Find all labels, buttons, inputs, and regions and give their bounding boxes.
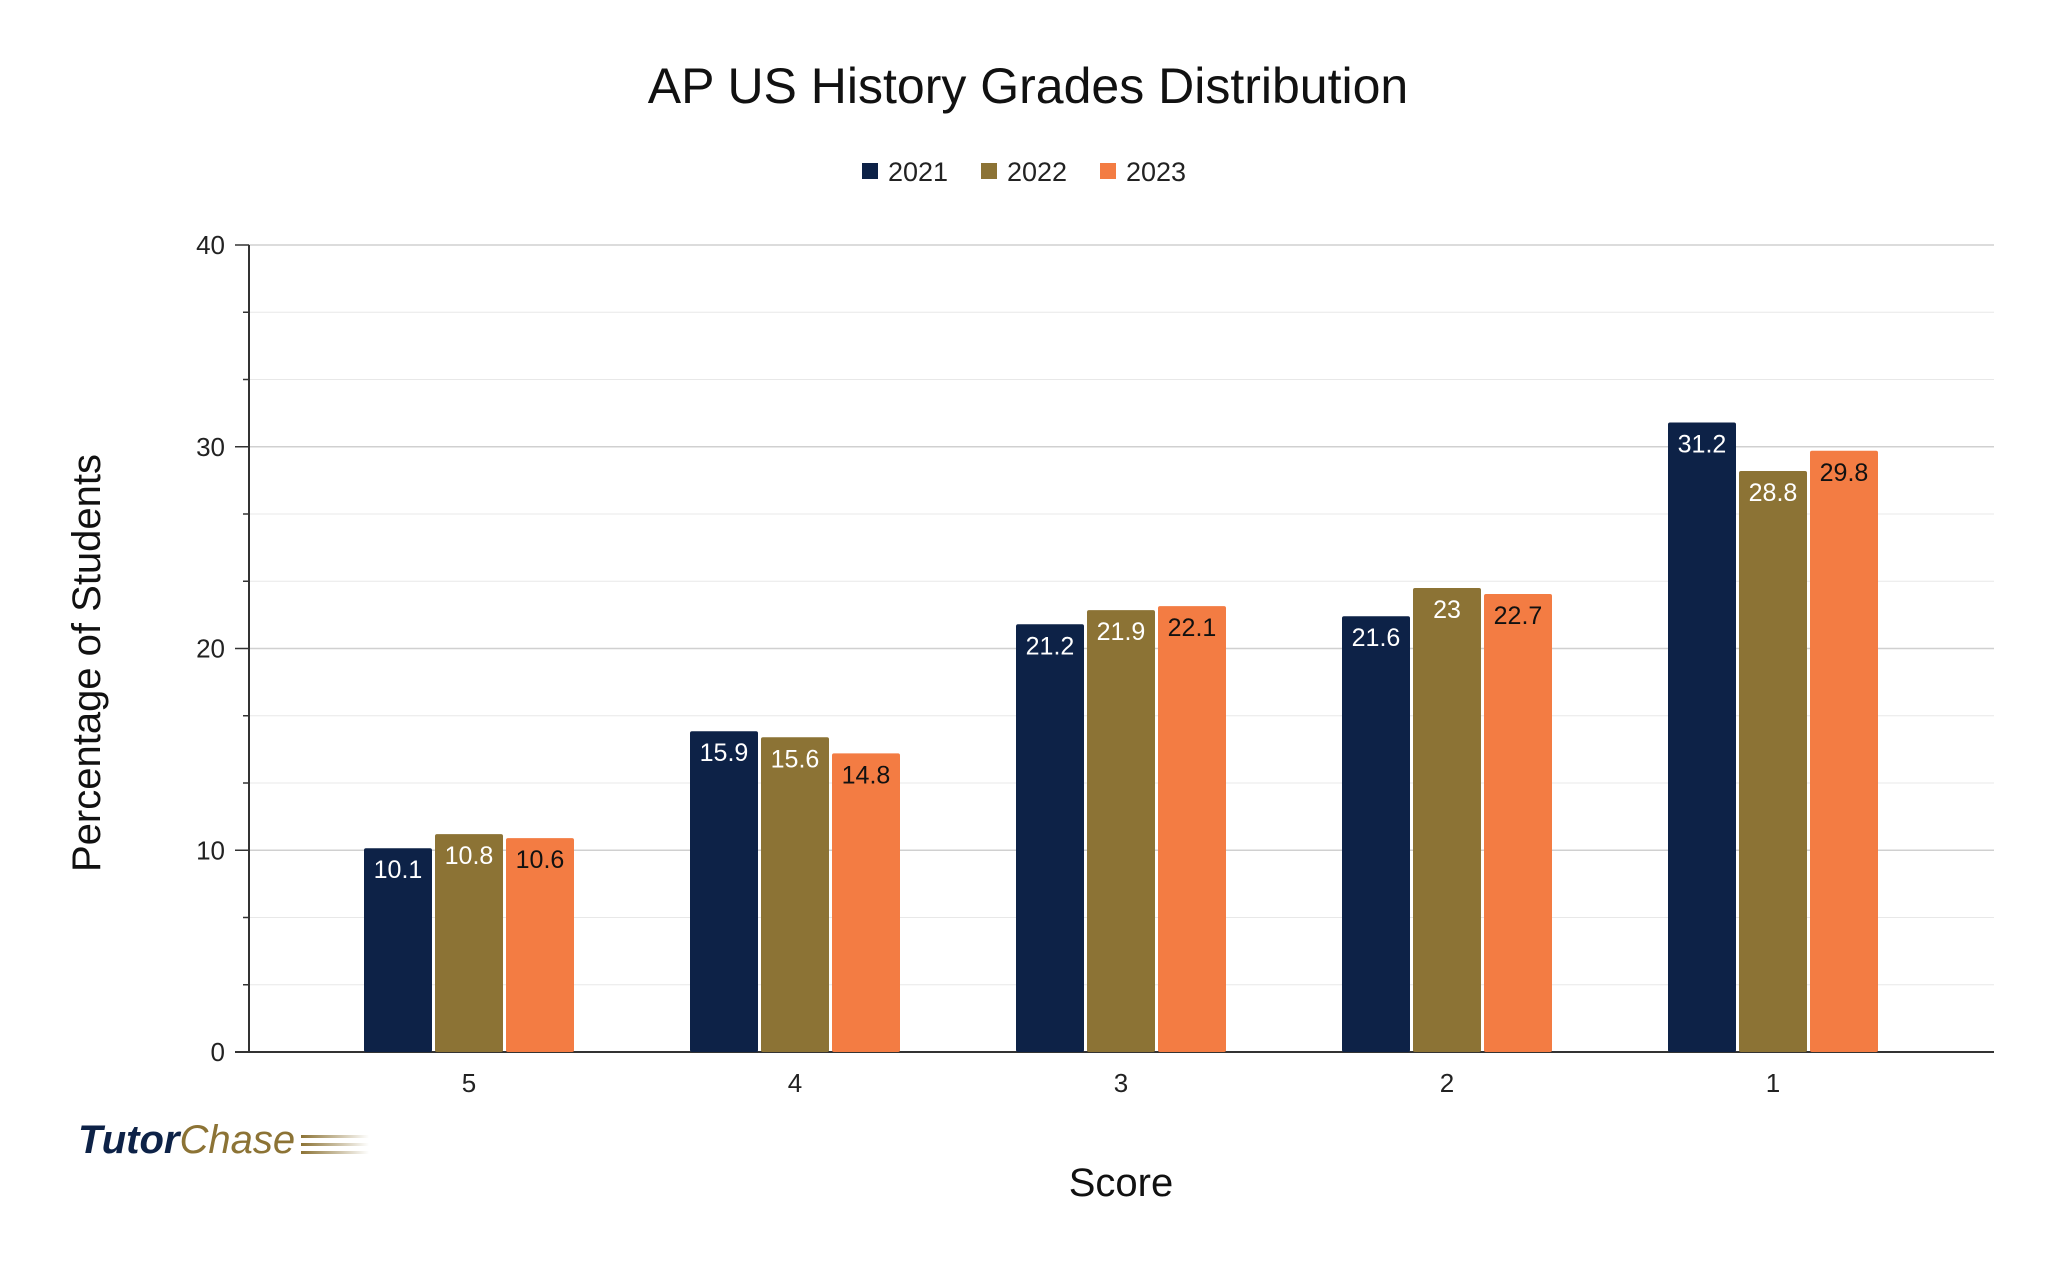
- data-label: 15.6: [771, 745, 820, 773]
- data-label: 22.7: [1494, 602, 1543, 630]
- x-tick-label: 5: [462, 1068, 476, 1098]
- bar-2022-2: [1413, 587, 1481, 1052]
- legend-swatch-2022: [981, 163, 997, 179]
- y-tick-label: 40: [196, 230, 225, 260]
- data-label: 21.9: [1097, 618, 1146, 646]
- bar-2023-4: [832, 753, 900, 1052]
- data-label: 10.1: [374, 856, 423, 884]
- data-label: 22.1: [1168, 614, 1217, 642]
- legend-swatch-2023: [1100, 163, 1116, 179]
- data-label: 10.8: [445, 842, 494, 870]
- tutorchase-logo: Tutor Chase: [78, 1118, 370, 1163]
- y-tick-label: 20: [196, 634, 225, 664]
- data-label: 21.2: [1026, 632, 1075, 660]
- data-label: 29.8: [1820, 459, 1869, 487]
- data-label: 31.2: [1678, 431, 1727, 459]
- x-tick-label: 1: [1766, 1068, 1780, 1098]
- legend-label-2022: 2022: [1007, 157, 1067, 187]
- data-label: 10.6: [516, 846, 565, 874]
- data-label: 21.6: [1352, 624, 1401, 652]
- data-label: 28.8: [1749, 479, 1798, 507]
- bar-2021-5: [364, 848, 432, 1052]
- bar-2023-1: [1810, 450, 1878, 1052]
- y-axis-label: Percentage of Students: [65, 454, 109, 872]
- legend-swatch-2021: [862, 163, 878, 179]
- y-tick-label: 0: [211, 1037, 225, 1067]
- bar-2021-4: [690, 731, 758, 1052]
- x-tick-label: 2: [1440, 1068, 1454, 1098]
- legend-label-2023: 2023: [1126, 157, 1186, 187]
- data-label: 14.8: [842, 761, 891, 789]
- logo-text-tutor: Tutor: [78, 1118, 180, 1162]
- bar-2022-5: [435, 834, 503, 1052]
- bar-2021-2: [1342, 616, 1410, 1052]
- bars: 10.1 15.9 21.2 21.6 31.2 10.8 15.6 21.9 23 28.8 10…: [364, 422, 1878, 1053]
- logo-text-chase: Chase: [179, 1118, 296, 1162]
- x-axis-label: Score: [1069, 1161, 1174, 1205]
- data-label: 23: [1433, 596, 1461, 624]
- x-tick-label: 4: [788, 1068, 802, 1098]
- legend-label-2021: 2021: [888, 157, 948, 187]
- y-tick-label: 10: [196, 835, 225, 865]
- speed-lines-icon: [301, 1135, 370, 1154]
- x-tick-label: 3: [1114, 1068, 1128, 1098]
- bar-2021-1: [1668, 422, 1736, 1052]
- bar-2022-3: [1087, 610, 1155, 1052]
- bar-2023-2: [1484, 594, 1552, 1052]
- legend: 2021 2022 2023: [862, 157, 1186, 187]
- data-label: 15.9: [700, 739, 749, 767]
- bar-2023-3: [1158, 606, 1226, 1052]
- bar-2022-4: [761, 737, 829, 1052]
- bar-2021-3: [1016, 624, 1084, 1052]
- bar-2023-5: [506, 838, 574, 1052]
- y-tick-label: 30: [196, 432, 225, 462]
- bar-2022-1: [1739, 470, 1807, 1053]
- chart-title: AP US History Grades Distribution: [648, 58, 1408, 114]
